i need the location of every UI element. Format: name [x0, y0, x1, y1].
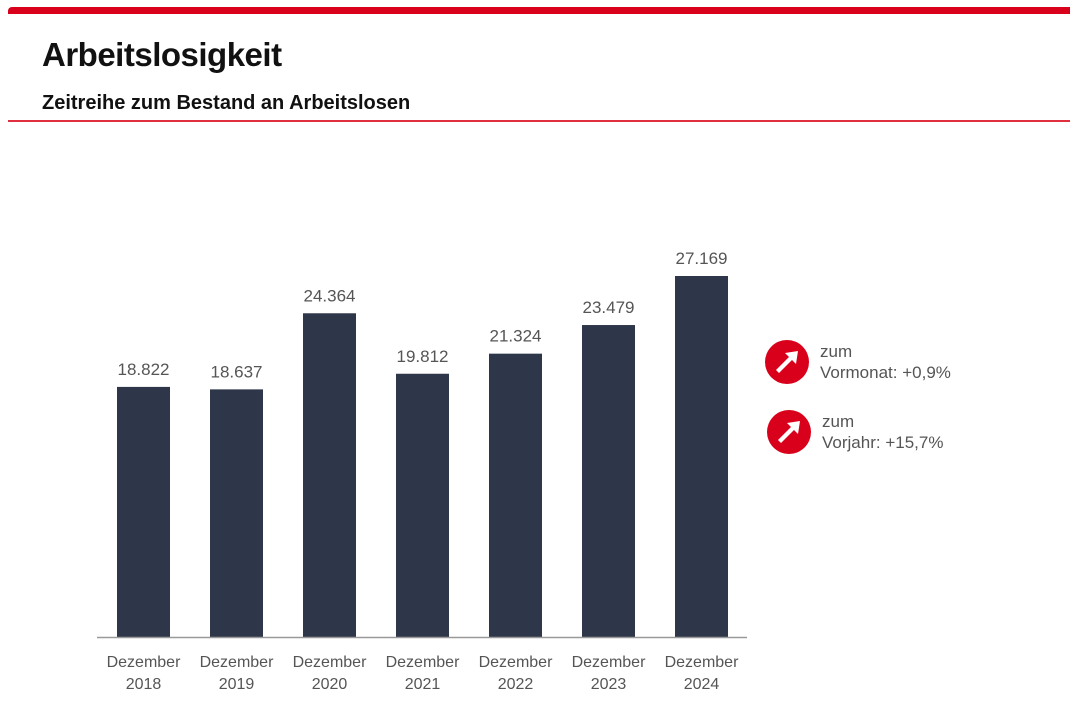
bar — [303, 313, 356, 637]
x-tick-label: 2021 — [405, 676, 441, 693]
page-subtitle: Zeitreihe zum Bestand an Arbeitslosen — [42, 92, 411, 114]
bar — [117, 386, 170, 637]
kpi-label-1: zum — [822, 412, 855, 431]
x-tick-label: Dezember — [107, 654, 181, 671]
arrow-up-right-icon — [767, 410, 811, 454]
divider — [8, 120, 1070, 122]
x-tick-label: Dezember — [665, 654, 739, 671]
data-label: 23.479 — [583, 298, 635, 317]
kpi-label-2: Vormonat: — [820, 363, 898, 382]
kpi-vorjahr: zum Vorjahr: +15,7% — [766, 409, 943, 455]
x-tick-label: 2019 — [219, 676, 255, 693]
bar — [582, 325, 635, 637]
data-label: 27.169 — [676, 249, 728, 268]
kpi-value: +15,7% — [885, 433, 944, 452]
x-tick-label: Dezember — [200, 654, 274, 671]
kpi-label-1: zum — [820, 342, 853, 361]
data-label: 19.812 — [397, 347, 449, 366]
top-accent-bar — [8, 7, 1070, 14]
arrow-up-right-icon — [765, 340, 809, 384]
x-tick-label: 2023 — [591, 676, 627, 693]
bar — [210, 389, 263, 637]
bar — [489, 353, 542, 637]
x-tick-label: Dezember — [572, 654, 646, 671]
x-tick-label: 2022 — [498, 676, 534, 693]
kpi-label-2: Vorjahr: — [822, 433, 881, 452]
x-tick-label: 2018 — [126, 676, 162, 693]
page-title: Arbeitslosigkeit — [42, 36, 282, 73]
x-tick-label: Dezember — [386, 654, 460, 671]
kpi-value: +0,9% — [902, 363, 951, 382]
kpi-vormonat: zum Vormonat: +0,9% — [764, 339, 951, 385]
x-tick-label: Dezember — [479, 654, 553, 671]
x-tick-label: 2024 — [684, 676, 720, 693]
data-label: 21.324 — [490, 327, 542, 346]
bar — [675, 276, 728, 637]
x-tick-label: 2020 — [312, 676, 348, 693]
bar-chart: 18.822 Dezember 2018 18.637 Dezember 2019 24.3… — [97, 249, 747, 693]
x-tick-label: Dezember — [293, 654, 367, 671]
data-label: 18.822 — [118, 360, 170, 379]
bar — [396, 373, 449, 637]
data-label: 18.637 — [211, 362, 263, 381]
data-label: 24.364 — [304, 286, 356, 305]
